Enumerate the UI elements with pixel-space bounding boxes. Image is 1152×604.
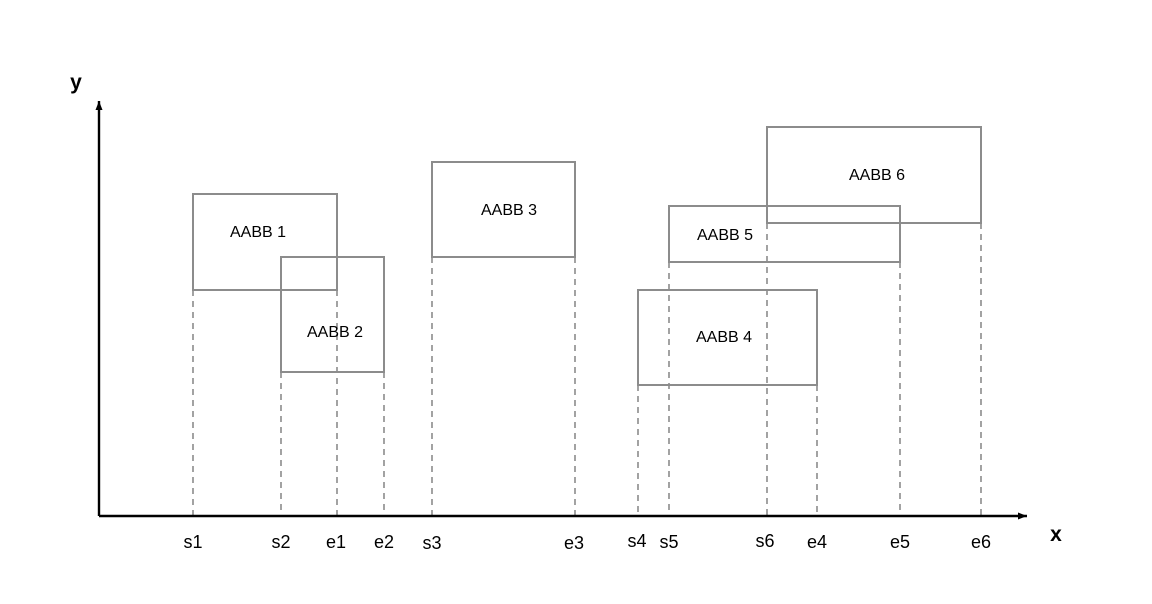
marker-e2: e2 [374, 532, 394, 552]
aabb-label-2: AABB 2 [307, 324, 363, 341]
aabb-label-4: AABB 4 [696, 329, 752, 346]
projection-guides [192, 223, 982, 515]
marker-s6: s6 [755, 531, 774, 551]
aabb-label-3: AABB 3 [481, 202, 537, 219]
marker-e1: e1 [326, 532, 346, 552]
y-axis-label: y [70, 71, 82, 94]
aabb-box-5: AABB 5 [668, 205, 901, 263]
aabb-label-5: AABB 5 [697, 227, 753, 244]
marker-s4: s4 [627, 531, 646, 551]
marker-e4: e4 [807, 532, 827, 552]
marker-s1: s1 [183, 532, 202, 552]
x-axis-markers: s1 s2 e1 e2 s3 e3 s4 s5 s6 e4 e5 e6 [183, 531, 991, 553]
x-axis-label: x [1050, 523, 1062, 546]
axes: y x [70, 71, 1062, 546]
aabb-box-2: AABB 2 [280, 256, 385, 373]
marker-e5: e5 [890, 532, 910, 552]
aabb-label-6: AABB 6 [849, 167, 905, 184]
aabb-box-4: AABB 4 [637, 289, 818, 386]
marker-s3: s3 [422, 533, 441, 553]
aabb-box-6: AABB 6 [766, 126, 982, 224]
marker-s5: s5 [659, 532, 678, 552]
marker-e6: e6 [971, 532, 991, 552]
aabb-box-3: AABB 3 [431, 161, 576, 258]
aabb-label-1: AABB 1 [230, 224, 286, 241]
marker-s2: s2 [271, 532, 290, 552]
aabb-boxes: AABB 1 AABB 2 AABB 3 AABB 4 AABB 5 AABB … [192, 126, 982, 386]
aabb-box-1: AABB 1 [192, 193, 338, 291]
marker-e3: e3 [564, 533, 584, 553]
